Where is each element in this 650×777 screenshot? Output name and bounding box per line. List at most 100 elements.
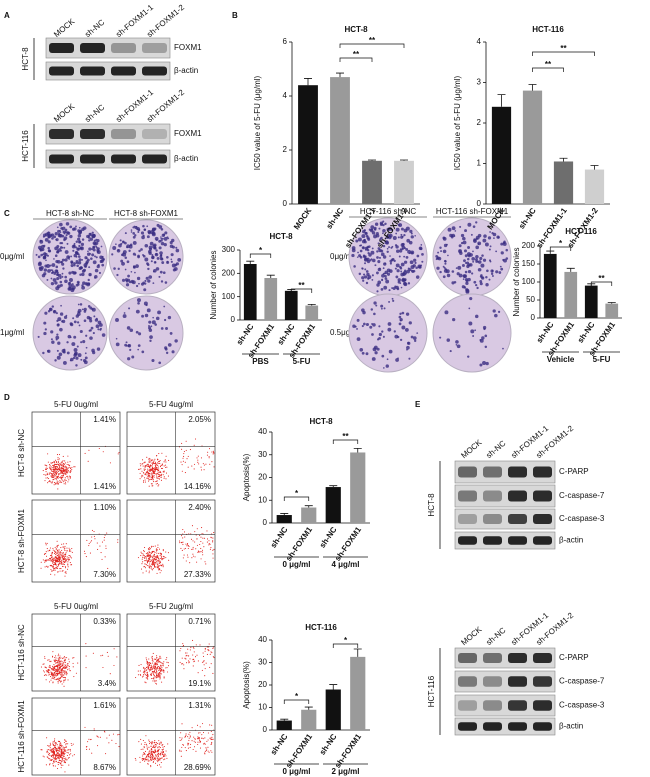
group-label: 4 μg/ml — [331, 560, 359, 569]
colony — [400, 270, 403, 273]
colony — [413, 339, 417, 343]
flow-event — [52, 669, 55, 671]
flow-event — [66, 667, 68, 669]
flow-event — [62, 754, 64, 756]
flow-event — [149, 756, 151, 758]
bar — [553, 161, 574, 204]
flow-event — [64, 667, 66, 669]
colony — [68, 277, 73, 282]
colony — [351, 248, 356, 253]
flow-event — [159, 667, 161, 669]
flow-event — [157, 756, 159, 758]
flow-event — [135, 759, 137, 761]
colony — [148, 245, 153, 250]
flow-event — [199, 534, 201, 536]
blot-band — [533, 676, 552, 687]
colony — [56, 250, 59, 254]
colony — [76, 264, 79, 268]
colony — [130, 229, 133, 231]
flow-event — [64, 771, 66, 773]
colony — [75, 246, 78, 249]
flow-event — [55, 567, 57, 569]
flow-event — [164, 460, 166, 462]
flow-event — [157, 746, 159, 748]
colony — [122, 241, 125, 243]
flow-event — [158, 568, 160, 570]
flow-event — [166, 657, 168, 659]
blot-strip — [454, 647, 556, 669]
colony — [442, 275, 446, 279]
flow-event — [149, 458, 151, 460]
colony — [75, 225, 77, 228]
flow-event — [199, 543, 201, 546]
flow-event — [61, 481, 63, 483]
flow-event — [210, 738, 212, 740]
y-tick-label: 0 — [263, 518, 268, 527]
flow-event — [148, 465, 151, 467]
colony — [83, 307, 87, 311]
plate — [432, 217, 512, 297]
flow-plot — [31, 613, 121, 692]
flow-event — [60, 665, 63, 667]
flow-event — [55, 655, 57, 657]
flow-event — [162, 748, 165, 750]
flow-event — [150, 674, 152, 676]
flow-event — [184, 747, 186, 749]
colony — [160, 327, 164, 330]
flow-event — [203, 664, 205, 666]
colony — [382, 232, 384, 235]
flow-event — [62, 556, 64, 558]
colony — [70, 263, 74, 268]
blot-band — [508, 490, 527, 502]
colony — [396, 269, 400, 273]
colony — [137, 348, 139, 351]
significance-label: * — [295, 489, 299, 498]
flow-event — [197, 741, 199, 743]
flow-event — [154, 744, 156, 746]
flow-event — [58, 560, 60, 562]
colony — [371, 274, 374, 277]
flow-event — [146, 745, 148, 747]
flow-event — [163, 465, 165, 467]
flow-event — [155, 480, 157, 482]
flow-event — [150, 546, 152, 548]
flow-event — [96, 542, 98, 544]
flow-event — [150, 664, 152, 666]
flow-event — [155, 744, 157, 746]
colony — [373, 234, 378, 239]
flow-event — [54, 469, 56, 472]
colony — [45, 259, 47, 262]
flow-event — [159, 661, 161, 663]
flow-event — [111, 739, 113, 741]
colony — [361, 267, 364, 270]
flow-event — [162, 663, 164, 665]
blot-band — [483, 676, 502, 687]
colony — [158, 275, 161, 278]
flow-event — [143, 469, 145, 471]
flow-event — [67, 477, 69, 479]
colony — [113, 267, 116, 270]
flow-event — [62, 471, 64, 473]
flow-event — [146, 555, 148, 557]
blot-band — [508, 514, 527, 524]
flow-event — [65, 757, 67, 759]
colony — [443, 268, 448, 273]
flow-event — [59, 560, 62, 562]
flow-event — [143, 550, 145, 552]
flow-event — [49, 758, 51, 760]
colony — [89, 237, 94, 241]
flow-event — [168, 559, 170, 561]
colony — [484, 334, 488, 338]
colony — [395, 232, 398, 235]
colony — [89, 319, 93, 323]
colony — [81, 258, 84, 261]
flow-event — [63, 661, 65, 663]
flow-plot — [31, 697, 121, 776]
blot-strip — [454, 531, 556, 550]
flow-event — [50, 475, 52, 477]
colony — [395, 358, 399, 362]
flow-event — [54, 765, 56, 767]
colony — [444, 262, 447, 265]
flow-event — [56, 468, 58, 470]
flow-event — [62, 546, 64, 548]
